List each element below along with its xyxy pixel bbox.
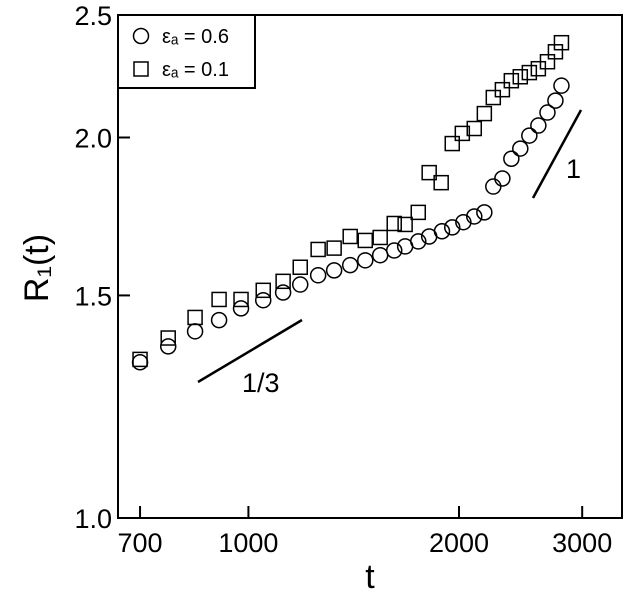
x-tick-label: 3000 xyxy=(552,528,612,558)
square-marker xyxy=(275,273,291,290)
circle-marker xyxy=(410,233,427,250)
square-marker xyxy=(372,229,388,246)
square-marker xyxy=(485,89,502,106)
circle-marker xyxy=(357,252,374,269)
circle-marker xyxy=(503,150,520,168)
circle-marker xyxy=(341,256,359,274)
x-tick-label: 1000 xyxy=(218,528,278,558)
square-marker xyxy=(521,64,538,81)
square-marker xyxy=(187,309,203,326)
square-marker xyxy=(433,174,449,191)
x-axis-label: t xyxy=(365,558,375,593)
circle-marker xyxy=(485,178,502,195)
slope-line xyxy=(531,109,583,199)
circle-marker xyxy=(521,127,538,144)
y-axis-label: R₁(t) xyxy=(18,234,56,302)
square-marker xyxy=(255,282,271,299)
square-marker xyxy=(410,204,427,221)
square-marker xyxy=(357,232,374,249)
circle-marker xyxy=(309,267,327,284)
square-marker xyxy=(342,228,358,245)
square-marker xyxy=(160,330,176,346)
circle-marker xyxy=(443,219,461,236)
legend-marker xyxy=(133,61,149,77)
circle-marker xyxy=(476,204,493,221)
circle-marker xyxy=(547,92,564,109)
x-tick-label: 700 xyxy=(118,528,163,558)
square-marker xyxy=(494,81,511,98)
slope-label: 1 xyxy=(566,154,581,184)
square-marker xyxy=(547,44,564,60)
y-tick-label: 1.5 xyxy=(74,281,112,311)
circle-marker xyxy=(291,276,309,293)
circle-marker xyxy=(433,222,451,240)
y-tick-label: 1.0 xyxy=(74,504,112,534)
slope-line xyxy=(197,318,303,384)
square-marker xyxy=(292,259,308,275)
square-marker xyxy=(454,125,471,142)
square-marker xyxy=(503,72,520,89)
circle-marker xyxy=(455,213,472,231)
y-tick-label: 2.0 xyxy=(74,123,112,153)
square-marker xyxy=(326,240,342,256)
circle-marker xyxy=(325,262,343,279)
circle-marker xyxy=(232,300,250,317)
square-marker xyxy=(386,215,402,232)
square-marker xyxy=(310,241,326,258)
circle-marker xyxy=(553,77,570,94)
circle-marker xyxy=(512,140,529,157)
square-marker xyxy=(421,164,437,181)
circle-marker xyxy=(131,354,149,371)
circle-marker xyxy=(466,208,483,225)
circle-marker xyxy=(371,246,389,264)
circle-marker xyxy=(494,170,511,187)
square-marker xyxy=(444,135,460,152)
square-marker xyxy=(211,291,227,308)
circle-marker xyxy=(210,311,228,329)
circle-marker xyxy=(186,323,204,340)
plot-frame xyxy=(117,14,623,519)
square-marker xyxy=(476,105,493,122)
legend-marker xyxy=(132,27,150,45)
square-marker xyxy=(397,216,413,233)
square-marker xyxy=(132,351,148,368)
slope-label: 1/3 xyxy=(242,368,280,398)
square-marker xyxy=(553,34,570,51)
x-tick-label: 2000 xyxy=(429,528,489,558)
circle-marker xyxy=(385,242,403,259)
legend-label: εₐ = 0.1 xyxy=(162,59,229,81)
square-marker xyxy=(466,120,483,137)
circle-marker xyxy=(159,338,177,355)
circle-marker xyxy=(274,284,292,301)
circle-marker xyxy=(539,104,556,121)
square-marker xyxy=(512,69,529,85)
square-marker xyxy=(539,53,556,70)
circle-marker xyxy=(254,291,272,309)
circle-marker xyxy=(530,117,547,134)
legend-label: εₐ = 0.6 xyxy=(162,26,229,48)
square-marker xyxy=(233,291,249,308)
y-tick-label: 2.5 xyxy=(74,1,112,31)
